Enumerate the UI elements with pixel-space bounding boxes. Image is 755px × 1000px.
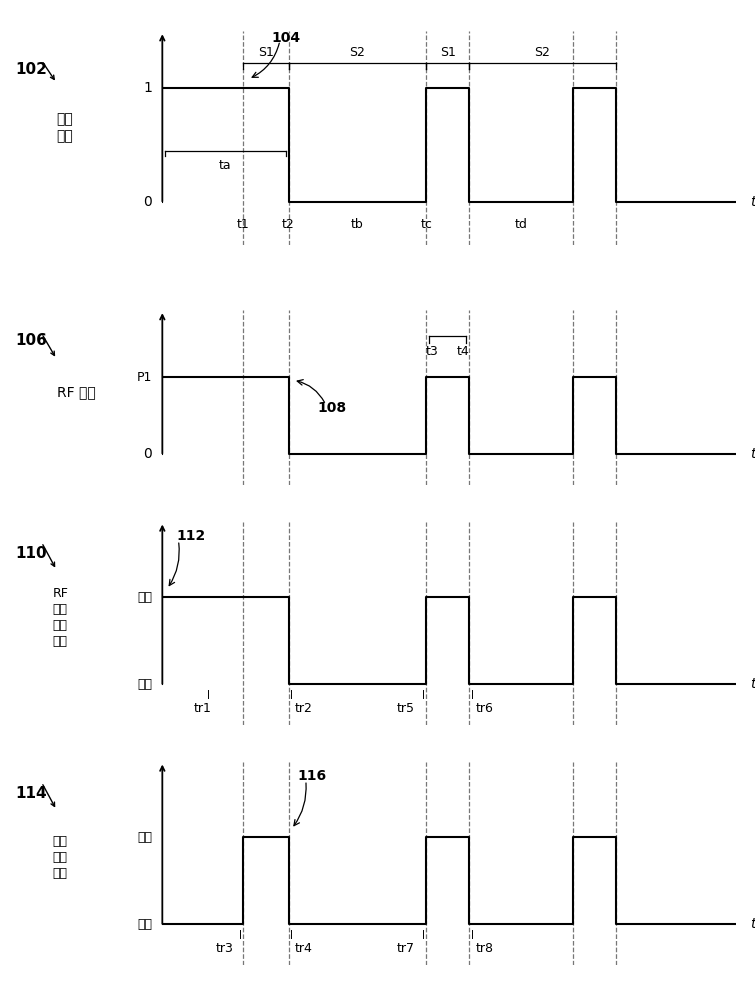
Text: 1: 1: [143, 81, 152, 95]
Text: 116: 116: [297, 769, 326, 783]
Text: 0: 0: [143, 447, 152, 461]
Text: 112: 112: [177, 529, 206, 543]
Text: tr7: tr7: [397, 942, 415, 955]
Text: 106: 106: [15, 333, 47, 348]
Text: tr6: tr6: [476, 702, 494, 715]
Text: t: t: [750, 195, 755, 209]
Text: t: t: [750, 677, 755, 691]
Text: t: t: [750, 917, 755, 931]
Text: S1: S1: [257, 46, 273, 59]
Text: 108: 108: [317, 401, 347, 415]
Text: 110: 110: [15, 545, 47, 560]
Text: 104: 104: [271, 31, 300, 45]
Text: tr3: tr3: [216, 942, 234, 955]
Text: tr4: tr4: [294, 942, 312, 955]
Text: 导通: 导通: [137, 831, 152, 844]
Text: t3: t3: [426, 345, 439, 358]
Text: 关断: 关断: [137, 678, 152, 691]
Text: t2: t2: [282, 218, 295, 231]
Text: tr8: tr8: [476, 942, 495, 955]
Text: P1: P1: [137, 371, 152, 384]
Text: S1: S1: [440, 46, 456, 59]
Text: td: td: [514, 218, 528, 231]
Text: t1: t1: [236, 218, 249, 231]
Text: 114: 114: [15, 786, 47, 800]
Text: tr1: tr1: [193, 702, 211, 715]
Text: tc: tc: [421, 218, 432, 231]
Text: 导通: 导通: [137, 591, 152, 604]
Text: RF
参数
调谐
信号: RF 参数 调谐 信号: [53, 587, 69, 648]
Text: ta: ta: [219, 159, 232, 172]
Text: tr5: tr5: [397, 702, 415, 715]
Text: 脉冲
信号: 脉冲 信号: [57, 112, 73, 144]
Text: S2: S2: [350, 46, 365, 59]
Text: t4: t4: [458, 345, 470, 358]
Text: S2: S2: [535, 46, 550, 59]
Text: t: t: [750, 447, 755, 461]
Text: RF 功率: RF 功率: [57, 385, 95, 399]
Text: 102: 102: [15, 62, 47, 77]
Text: 0: 0: [143, 195, 152, 209]
Text: tb: tb: [351, 218, 364, 231]
Text: 匹配
调谐
信号: 匹配 调谐 信号: [53, 835, 68, 880]
Text: 关断: 关断: [137, 918, 152, 931]
Text: tr2: tr2: [294, 702, 312, 715]
